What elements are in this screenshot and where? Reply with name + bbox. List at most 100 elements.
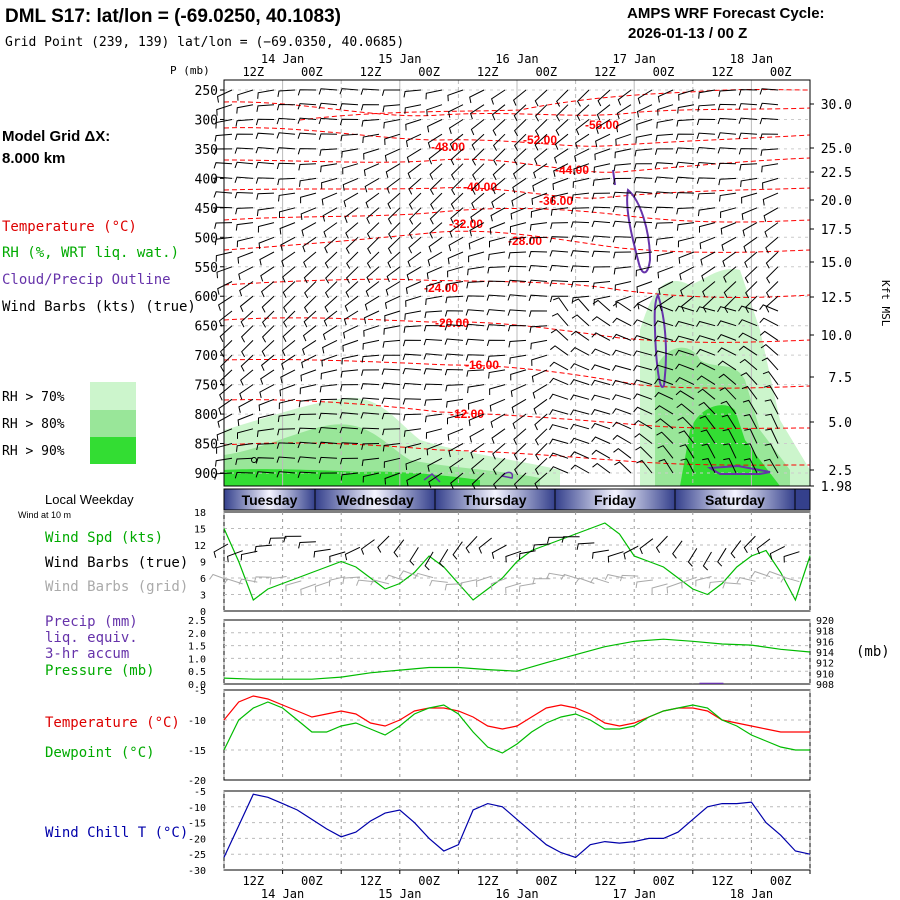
xsec-wind-barb [448, 443, 464, 458]
xsec-wind-barb [255, 471, 275, 478]
xsec-wind-barb [383, 119, 401, 129]
xsec-wind-barb [342, 339, 359, 352]
xsec-wind-barb [696, 306, 716, 313]
xsec-wind-barb [592, 462, 611, 474]
xsec-wind-barb [492, 443, 506, 460]
xsec-wind-barb [360, 383, 380, 390]
xsec-wind-barb [387, 251, 401, 269]
xsec-wind-barb [549, 377, 569, 386]
xsec-wind-barb [764, 399, 779, 415]
xsec-wind-barb [592, 299, 611, 312]
xsec-wind-barb [592, 266, 611, 273]
top-hour-label: 12Z [360, 65, 382, 79]
xsec-wind-barb [571, 281, 590, 288]
bottom-hour-label: 12Z [360, 874, 382, 888]
xsec-wind-barb [657, 89, 674, 103]
xsec-wind-barb [486, 309, 506, 316]
xsec-wind-barb [576, 89, 590, 107]
xsec-wind-barb [575, 133, 590, 149]
temperature-contour-label: -16.00 [465, 358, 499, 372]
xsec-wind-barb [345, 281, 359, 298]
xsec-wind-barb [655, 133, 674, 142]
weekday-label: Wednesday [336, 492, 414, 508]
xsec-wind-barb [700, 251, 716, 266]
wind-barbs-true-label: Wind Barbs (true) [45, 555, 188, 571]
xsec-wind-barb [612, 421, 632, 430]
xsec-wind-barb [591, 422, 611, 430]
xsec-wind-barb [276, 103, 296, 111]
rh90-swatch [90, 437, 136, 464]
xsec-wind-barb [385, 163, 401, 178]
precip-panel-tick-label: 0.5 [188, 667, 206, 678]
surface-wind-barb [561, 536, 580, 543]
xsec-wind-barb [511, 398, 527, 414]
xsec-wind-barb [216, 428, 233, 441]
xsec-wind-barb [528, 264, 548, 272]
xsec-wind-barb [342, 163, 359, 175]
xsec-wind-barb [450, 207, 464, 224]
xsec-wind-barb [445, 295, 464, 304]
xsec-wind-barb [384, 148, 401, 162]
xsec-wind-barb [765, 251, 779, 269]
xsec-wind-barb [340, 133, 359, 142]
xsec-wind-barb [402, 382, 422, 390]
xsec-wind-barb [675, 161, 695, 169]
xsec-wind-barb [447, 413, 464, 425]
xsec-wind-barb [513, 119, 527, 137]
xsec-wind-barb [702, 281, 716, 298]
xsec-wind-barb [549, 393, 569, 400]
xsec-wind-barb [447, 89, 464, 102]
temperature-contour-label: -12.00 [450, 407, 484, 421]
xsec-wind-barb [613, 266, 632, 275]
xsec-wind-barb [761, 357, 779, 371]
xsec-wind-barb [261, 340, 275, 357]
windchill-panel-tick-label: -25 [188, 850, 206, 861]
xsec-wind-barb [740, 177, 758, 187]
xsec-wind-barb [570, 379, 590, 386]
xsec-wind-barb [492, 163, 506, 181]
pressure-tick-label: 550 [195, 261, 218, 276]
xsec-wind-barb [696, 132, 716, 139]
xsec-wind-barb [297, 89, 317, 96]
cloud-outline [612, 169, 616, 186]
wind-panel-tick-label: 0 [200, 607, 206, 618]
xsec-wind-barb [325, 266, 338, 284]
rh80-label: RH > 80% [2, 417, 65, 432]
xsec-wind-barb [571, 314, 590, 327]
weekday-cell [794, 488, 811, 511]
xsec-wind-barb [486, 324, 506, 331]
xsec-wind-barb [404, 443, 422, 454]
surface-wind-barb [717, 547, 727, 567]
xsec-wind-barb [340, 369, 359, 378]
xsec-wind-barb [592, 177, 611, 187]
surface-wind-barb [424, 551, 434, 571]
xsec-wind-barb [319, 384, 338, 393]
temperature-label-2: Temperature (°C) [45, 715, 180, 731]
xsec-wind-barb [402, 353, 422, 361]
station-title: DML S17: lat/lon = (-69.0250, 40.1083) [5, 6, 341, 27]
xsec-wind-barb [281, 340, 296, 357]
xsec-wind-barb [240, 369, 254, 386]
xsec-wind-barb [532, 177, 548, 192]
xsec-wind-barb [549, 264, 569, 272]
xsec-wind-barb [723, 266, 737, 283]
xsec-wind-barb [490, 413, 506, 428]
xsec-wind-barb [339, 397, 359, 405]
xsec-wind-barb [423, 383, 443, 391]
xsec-wind-barb [719, 192, 737, 202]
xsec-wind-barb [471, 472, 485, 490]
xsec-wind-barb [486, 280, 506, 287]
xsec-wind-barb [237, 89, 254, 101]
precip-label-2: liq. equiv. [45, 630, 138, 646]
xsec-wind-barb [407, 251, 422, 268]
xsec-wind-barb [360, 104, 380, 111]
xsec-wind-barb [381, 412, 401, 420]
xsec-wind-barb [297, 471, 317, 478]
temperature-contour-label: -40.00 [463, 180, 497, 194]
xsec-wind-barb [532, 384, 548, 399]
xsec-wind-barb [489, 398, 506, 412]
xsec-wind-barb [339, 103, 359, 110]
xsec-wind-barb [634, 433, 653, 444]
xsec-wind-barb [680, 458, 695, 474]
xsec-wind-barb [343, 192, 359, 208]
